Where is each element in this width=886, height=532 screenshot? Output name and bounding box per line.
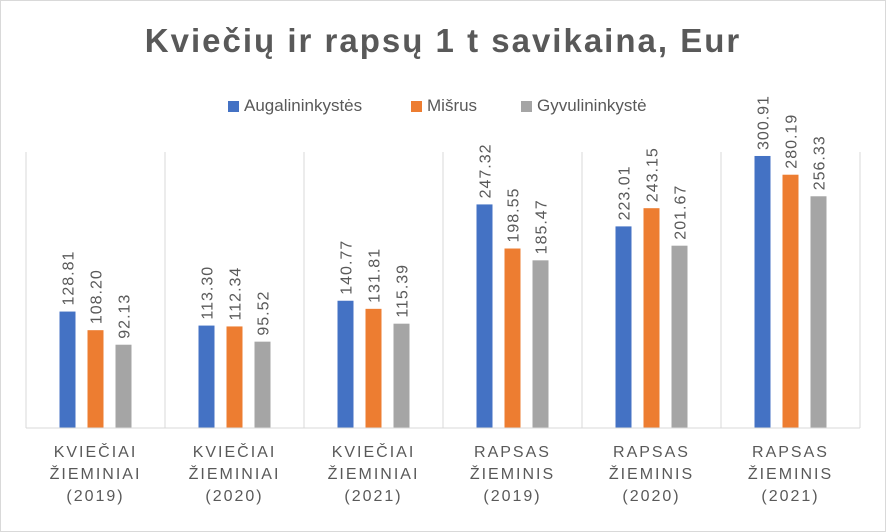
x-tick-label: (2019) bbox=[483, 488, 541, 505]
bar bbox=[504, 248, 521, 428]
data-label: 243.15 bbox=[645, 147, 662, 202]
x-tick-label: (2021) bbox=[344, 488, 402, 505]
x-tick-label: ŽIEMINIS bbox=[609, 464, 694, 483]
legend-item-series-2: Mišrus bbox=[411, 95, 477, 117]
bar bbox=[115, 344, 132, 428]
bar bbox=[671, 245, 688, 428]
data-label: 247.32 bbox=[478, 143, 495, 198]
x-tick-label: ŽIEMINIAI bbox=[328, 464, 420, 483]
x-tick-label: (2020) bbox=[205, 488, 263, 505]
x-tick-label: RAPSAS bbox=[474, 444, 551, 461]
data-label: 300.91 bbox=[756, 95, 773, 150]
x-tick-label: RAPSAS bbox=[752, 444, 829, 461]
bar bbox=[810, 196, 827, 428]
x-tick-label: KVIEČIAI bbox=[54, 442, 138, 461]
x-tick-label: (2020) bbox=[622, 488, 680, 505]
bar bbox=[198, 325, 215, 428]
data-label: 95.52 bbox=[256, 291, 273, 336]
data-label: 115.39 bbox=[395, 264, 412, 318]
legend-item-series-3: Gyvulininkystė bbox=[521, 95, 647, 117]
legend-swatch-series-2 bbox=[411, 100, 422, 112]
legend-label-series-3: Gyvulininkystė bbox=[537, 96, 647, 115]
bar bbox=[393, 323, 410, 428]
data-label: 201.67 bbox=[673, 185, 690, 240]
data-label: 140.77 bbox=[339, 240, 356, 295]
bar bbox=[615, 226, 632, 428]
x-tick-label: RAPSAS bbox=[613, 444, 690, 461]
bar bbox=[87, 330, 104, 428]
legend-swatch-series-1 bbox=[228, 100, 239, 112]
bar bbox=[754, 155, 771, 428]
data-label: 280.19 bbox=[784, 114, 801, 169]
bar bbox=[782, 174, 799, 428]
legend-item-series-1: Augalininkystės bbox=[228, 95, 362, 117]
legend-label-series-1: Augalininkystės bbox=[244, 96, 363, 115]
x-tick-label: KVIEČIAI bbox=[332, 442, 416, 461]
x-tick-label: ŽIEMINIAI bbox=[50, 464, 142, 483]
x-tick-label: (2019) bbox=[66, 488, 124, 505]
bar bbox=[365, 308, 382, 428]
x-tick-label: (2021) bbox=[761, 488, 819, 505]
data-label: 113.30 bbox=[200, 266, 217, 320]
legend-label-series-2: Mišrus bbox=[427, 96, 478, 115]
bar bbox=[643, 208, 660, 428]
data-label: 128.81 bbox=[61, 251, 78, 306]
chart-title: Kviečių ir rapsų 1 t savikaina, Eur bbox=[144, 22, 742, 59]
data-label: 256.33 bbox=[812, 135, 829, 190]
bar bbox=[254, 341, 271, 428]
data-label: 185.47 bbox=[534, 199, 551, 254]
bar bbox=[337, 300, 354, 428]
data-label: 112.34 bbox=[228, 267, 245, 321]
x-tick-label: ŽIEMINIS bbox=[470, 464, 555, 483]
x-tick-label: ŽIEMINIS bbox=[748, 464, 833, 483]
bar bbox=[476, 204, 493, 428]
data-label: 198.55 bbox=[506, 188, 523, 243]
legend-swatch-series-3 bbox=[521, 100, 532, 112]
data-label: 223.01 bbox=[617, 165, 634, 220]
bar bbox=[59, 311, 76, 428]
legend: Augalininkystės Mišrus Gyvulininkystė bbox=[0, 95, 886, 117]
data-label: 108.20 bbox=[89, 269, 106, 324]
x-tick-label: KVIEČIAI bbox=[193, 442, 277, 461]
bar bbox=[226, 326, 243, 428]
data-label: 92.13 bbox=[117, 294, 134, 339]
bar bbox=[532, 260, 549, 428]
data-label: 131.81 bbox=[367, 248, 384, 303]
x-tick-label: ŽIEMINIAI bbox=[189, 464, 281, 483]
